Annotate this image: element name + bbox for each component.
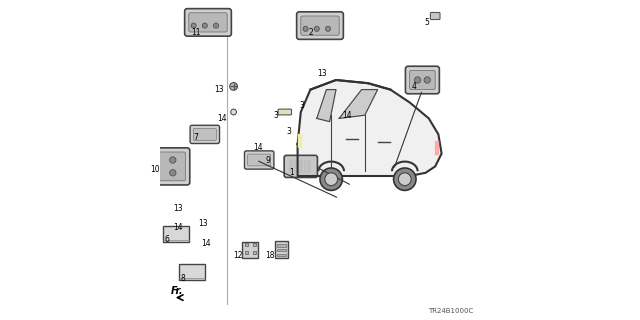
Text: TR24B1000C: TR24B1000C (428, 308, 474, 314)
FancyBboxPatch shape (147, 152, 186, 181)
Circle shape (202, 23, 207, 28)
Circle shape (424, 77, 430, 83)
Circle shape (170, 170, 176, 176)
Text: 13: 13 (214, 85, 224, 94)
Polygon shape (339, 90, 378, 118)
FancyBboxPatch shape (248, 154, 271, 166)
Text: 14: 14 (342, 111, 352, 120)
Bar (179, 264, 205, 280)
Text: 18: 18 (266, 252, 275, 260)
Bar (275, 241, 288, 259)
Text: Fr.: Fr. (172, 286, 184, 296)
FancyBboxPatch shape (406, 66, 439, 94)
FancyBboxPatch shape (244, 151, 274, 169)
Text: 3: 3 (299, 101, 304, 110)
FancyBboxPatch shape (301, 16, 339, 35)
Circle shape (320, 168, 342, 190)
Text: 4: 4 (411, 82, 416, 91)
Polygon shape (435, 141, 438, 154)
Text: 8: 8 (181, 274, 186, 283)
Text: 10: 10 (150, 165, 160, 174)
Text: 13: 13 (317, 69, 326, 78)
Polygon shape (317, 90, 336, 122)
Bar (242, 242, 257, 258)
Circle shape (150, 157, 157, 163)
Text: 13: 13 (198, 220, 208, 228)
Polygon shape (298, 134, 301, 147)
Text: 7: 7 (193, 133, 198, 142)
Text: 12: 12 (234, 252, 243, 260)
Circle shape (303, 26, 308, 31)
FancyBboxPatch shape (143, 148, 190, 185)
Text: 1: 1 (290, 168, 294, 177)
Text: 14: 14 (218, 114, 227, 123)
Text: 14: 14 (202, 239, 211, 248)
Text: 5: 5 (424, 18, 429, 27)
Text: 2: 2 (309, 28, 314, 36)
Text: 9: 9 (266, 156, 271, 164)
Text: 14: 14 (253, 143, 262, 152)
Text: 3: 3 (286, 127, 291, 136)
Circle shape (150, 170, 157, 176)
Polygon shape (298, 80, 442, 176)
Circle shape (231, 109, 237, 115)
Bar (245, 243, 248, 246)
FancyBboxPatch shape (184, 9, 232, 36)
Bar (253, 251, 256, 254)
FancyBboxPatch shape (193, 128, 216, 140)
Text: 13: 13 (173, 204, 182, 212)
Text: 3: 3 (273, 111, 278, 120)
Circle shape (394, 168, 416, 190)
Circle shape (170, 157, 176, 163)
FancyBboxPatch shape (297, 12, 344, 39)
Bar (277, 254, 287, 256)
Circle shape (230, 83, 237, 90)
FancyBboxPatch shape (190, 125, 220, 143)
Bar (163, 226, 189, 242)
Circle shape (415, 77, 421, 83)
Circle shape (325, 173, 338, 186)
FancyBboxPatch shape (278, 109, 292, 115)
Circle shape (191, 23, 196, 28)
Text: 11: 11 (191, 28, 201, 36)
Text: 6: 6 (164, 236, 170, 244)
Circle shape (314, 26, 319, 31)
FancyBboxPatch shape (284, 156, 317, 178)
Bar (253, 243, 256, 246)
FancyBboxPatch shape (430, 12, 440, 20)
Bar (277, 244, 287, 247)
Text: 14: 14 (173, 223, 182, 232)
FancyBboxPatch shape (189, 13, 227, 32)
Circle shape (214, 23, 219, 28)
Circle shape (326, 26, 331, 31)
Bar (245, 251, 248, 254)
Circle shape (398, 173, 412, 186)
Bar (277, 249, 287, 252)
FancyBboxPatch shape (410, 70, 435, 90)
